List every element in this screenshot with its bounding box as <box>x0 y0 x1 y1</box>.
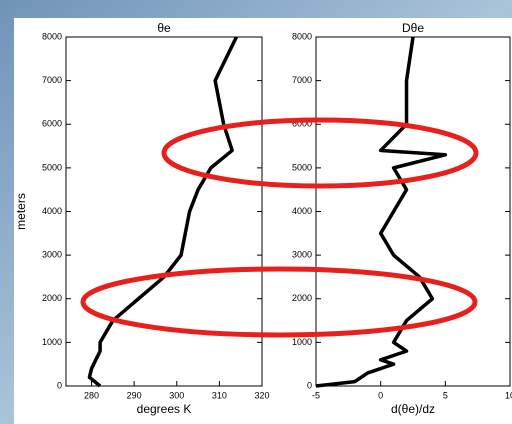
y-tick-label: 8000 <box>292 31 312 41</box>
y-tick-label: 1000 <box>42 337 62 347</box>
y-tick-label: 3000 <box>292 250 312 260</box>
y-tick-label: 4000 <box>42 206 62 216</box>
x-tick-label: 280 <box>84 390 99 400</box>
y-tick-label: 7000 <box>42 75 62 85</box>
y-tick-label: 5000 <box>292 162 312 172</box>
y-tick-label: 7000 <box>292 75 312 85</box>
y-tick-label: 2000 <box>292 293 312 303</box>
x-tick-label: 310 <box>212 390 227 400</box>
x-tick-label: 300 <box>169 390 184 400</box>
y-axis-label: meters <box>14 193 28 230</box>
profile-line <box>315 36 448 388</box>
x-tick-label: -5 <box>312 390 320 400</box>
x-axis-label: degrees K <box>137 402 192 416</box>
y-tick-label: 4000 <box>292 206 312 216</box>
x-tick-label: 320 <box>254 390 269 400</box>
chart-title: Dθe <box>402 21 424 35</box>
x-axis-label: d(θe)/dz <box>391 402 435 416</box>
highlight-ellipse <box>80 266 478 338</box>
profile-line <box>87 36 239 388</box>
panel-left <box>14 18 286 424</box>
highlight-ellipse <box>161 117 479 189</box>
chart-title: θe <box>157 21 171 35</box>
y-tick-label: 6000 <box>42 119 62 129</box>
y-tick-label: 1000 <box>292 337 312 347</box>
x-tick-label: 290 <box>127 390 142 400</box>
y-tick-label: 2000 <box>42 293 62 303</box>
x-tick-label: 5 <box>443 390 448 400</box>
y-tick-label: 6000 <box>292 119 312 129</box>
y-tick-label: 5000 <box>42 162 62 172</box>
x-tick-label: 0 <box>378 390 383 400</box>
y-tick-label: 0 <box>57 380 62 390</box>
y-tick-label: 8000 <box>42 31 62 41</box>
x-tick-label: 10 <box>505 390 512 400</box>
y-tick-label: 3000 <box>42 250 62 260</box>
y-tick-label: 0 <box>307 380 312 390</box>
